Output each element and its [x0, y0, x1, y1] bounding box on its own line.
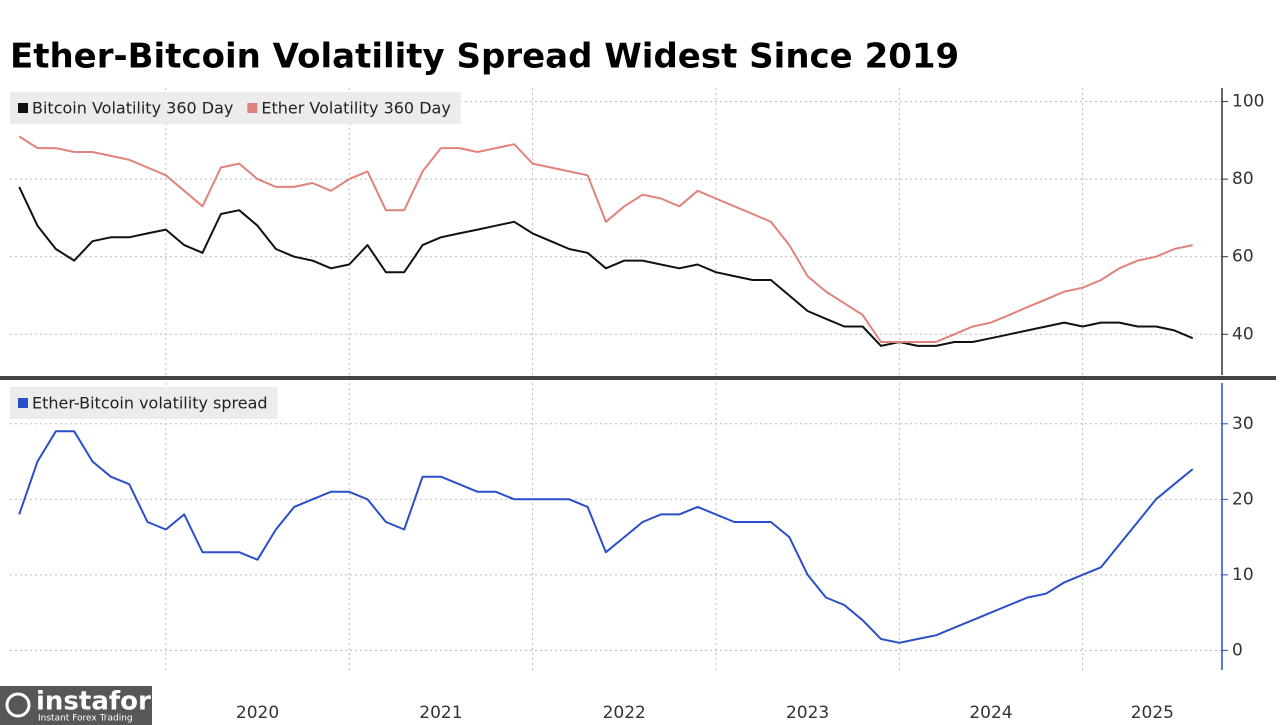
watermark-tagline: Instant Forex Trading [38, 714, 133, 724]
y-tick-label: 10 [1232, 565, 1254, 585]
y-tick-label: 0 [1232, 640, 1243, 660]
legend-swatch [18, 103, 28, 113]
x-tick-label: 2025 [1131, 703, 1174, 723]
watermark-name: instaforex [36, 687, 186, 717]
x-tick-label: 2021 [419, 703, 462, 723]
watermark: instaforex Instant Forex Trading [0, 686, 186, 725]
series-line [18, 430, 1194, 644]
legend-bg [10, 387, 278, 419]
x-tick-label: 2020 [236, 703, 279, 723]
y-tick-label: 100 [1232, 92, 1264, 112]
legend-label: Ether Volatility 360 Day [261, 99, 450, 118]
y-tick-label: 40 [1232, 324, 1254, 344]
y-tick-label: 30 [1232, 414, 1254, 434]
legend-bg [10, 92, 461, 124]
series-line [18, 186, 1194, 347]
watermark-bg [0, 686, 152, 725]
x-tick-label: 2024 [969, 703, 1012, 723]
y-tick-label: 20 [1232, 489, 1254, 509]
y-tick-label: 80 [1232, 169, 1254, 189]
chart-title: Ether-Bitcoin Volatility Spread Widest S… [10, 37, 959, 77]
series-line [18, 135, 1193, 343]
x-tick-label: 2023 [786, 703, 829, 723]
legend-label: Ether-Bitcoin volatility spread [32, 394, 268, 413]
legend-swatch [247, 103, 258, 113]
y-tick-label: 60 [1232, 247, 1254, 267]
x-tick-label: 2022 [603, 703, 646, 723]
watermark-logo [5, 692, 31, 718]
legend-swatch [18, 398, 28, 408]
legend-label: Bitcoin Volatility 360 Day [32, 99, 233, 118]
